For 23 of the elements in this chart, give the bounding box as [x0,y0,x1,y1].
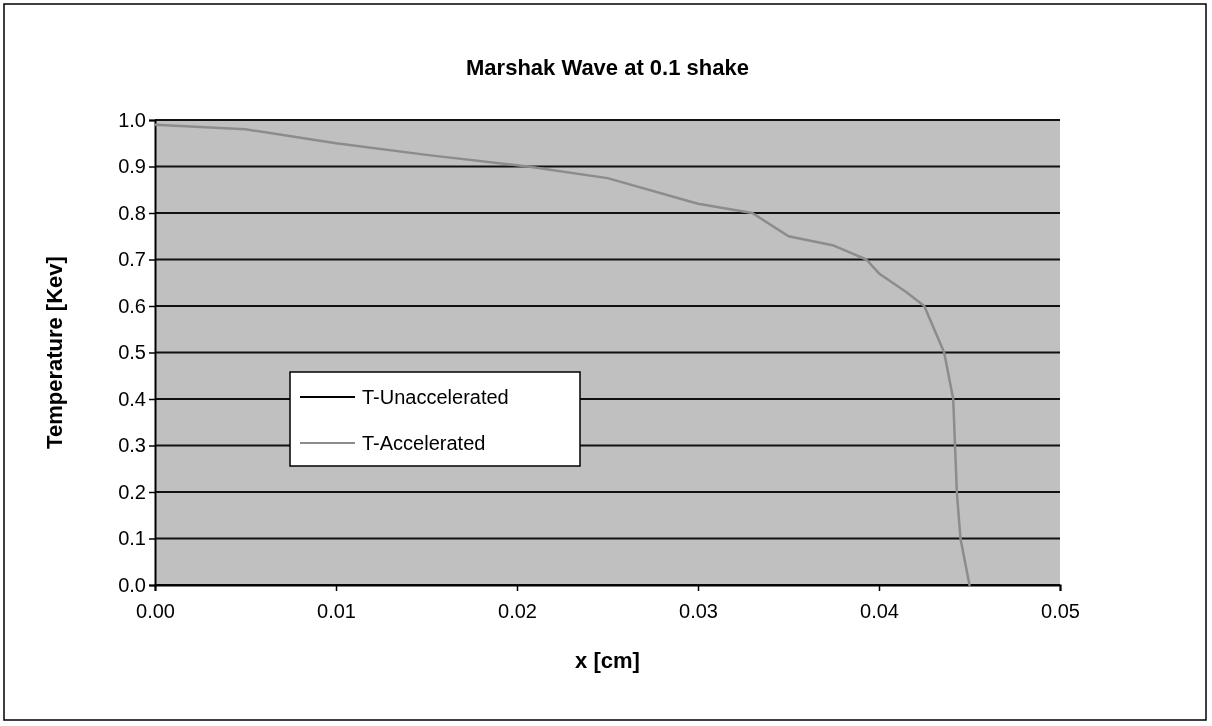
x-tick-label: 0.03 [679,600,718,622]
x-tick-label: 0.02 [498,600,537,622]
y-tick-label: 1.0 [118,108,146,131]
y-tick-label: 0.2 [118,480,146,503]
x-tick-label: 0.04 [860,600,899,622]
x-tick-label: 0.01 [317,600,356,622]
legend-label: T-Unaccelerated [362,386,509,408]
y-tick-label: 0.7 [118,248,146,271]
y-axis-title: Temperature [Kev] [42,256,67,449]
y-tick-label: 0.1 [118,527,146,550]
y-tick-label: 0.5 [118,341,146,364]
x-tick-label: 0.00 [136,600,175,622]
line-series [153,123,971,587]
y-tick-label: 0.4 [118,387,146,410]
legend-label: T-Accelerated [362,432,486,454]
x-tick-label: 0.05 [1041,600,1080,622]
chart-title: Marshak Wave at 0.1 shake [466,55,749,80]
y-tick-label: 0.3 [118,434,146,457]
y-tick-label: 0.8 [118,201,146,224]
x-axis-title: x [cm] [575,648,640,673]
y-tick-label: 0.0 [118,573,146,596]
y-tick-label: 0.9 [118,155,146,178]
y-tick-label: 0.6 [118,294,146,317]
